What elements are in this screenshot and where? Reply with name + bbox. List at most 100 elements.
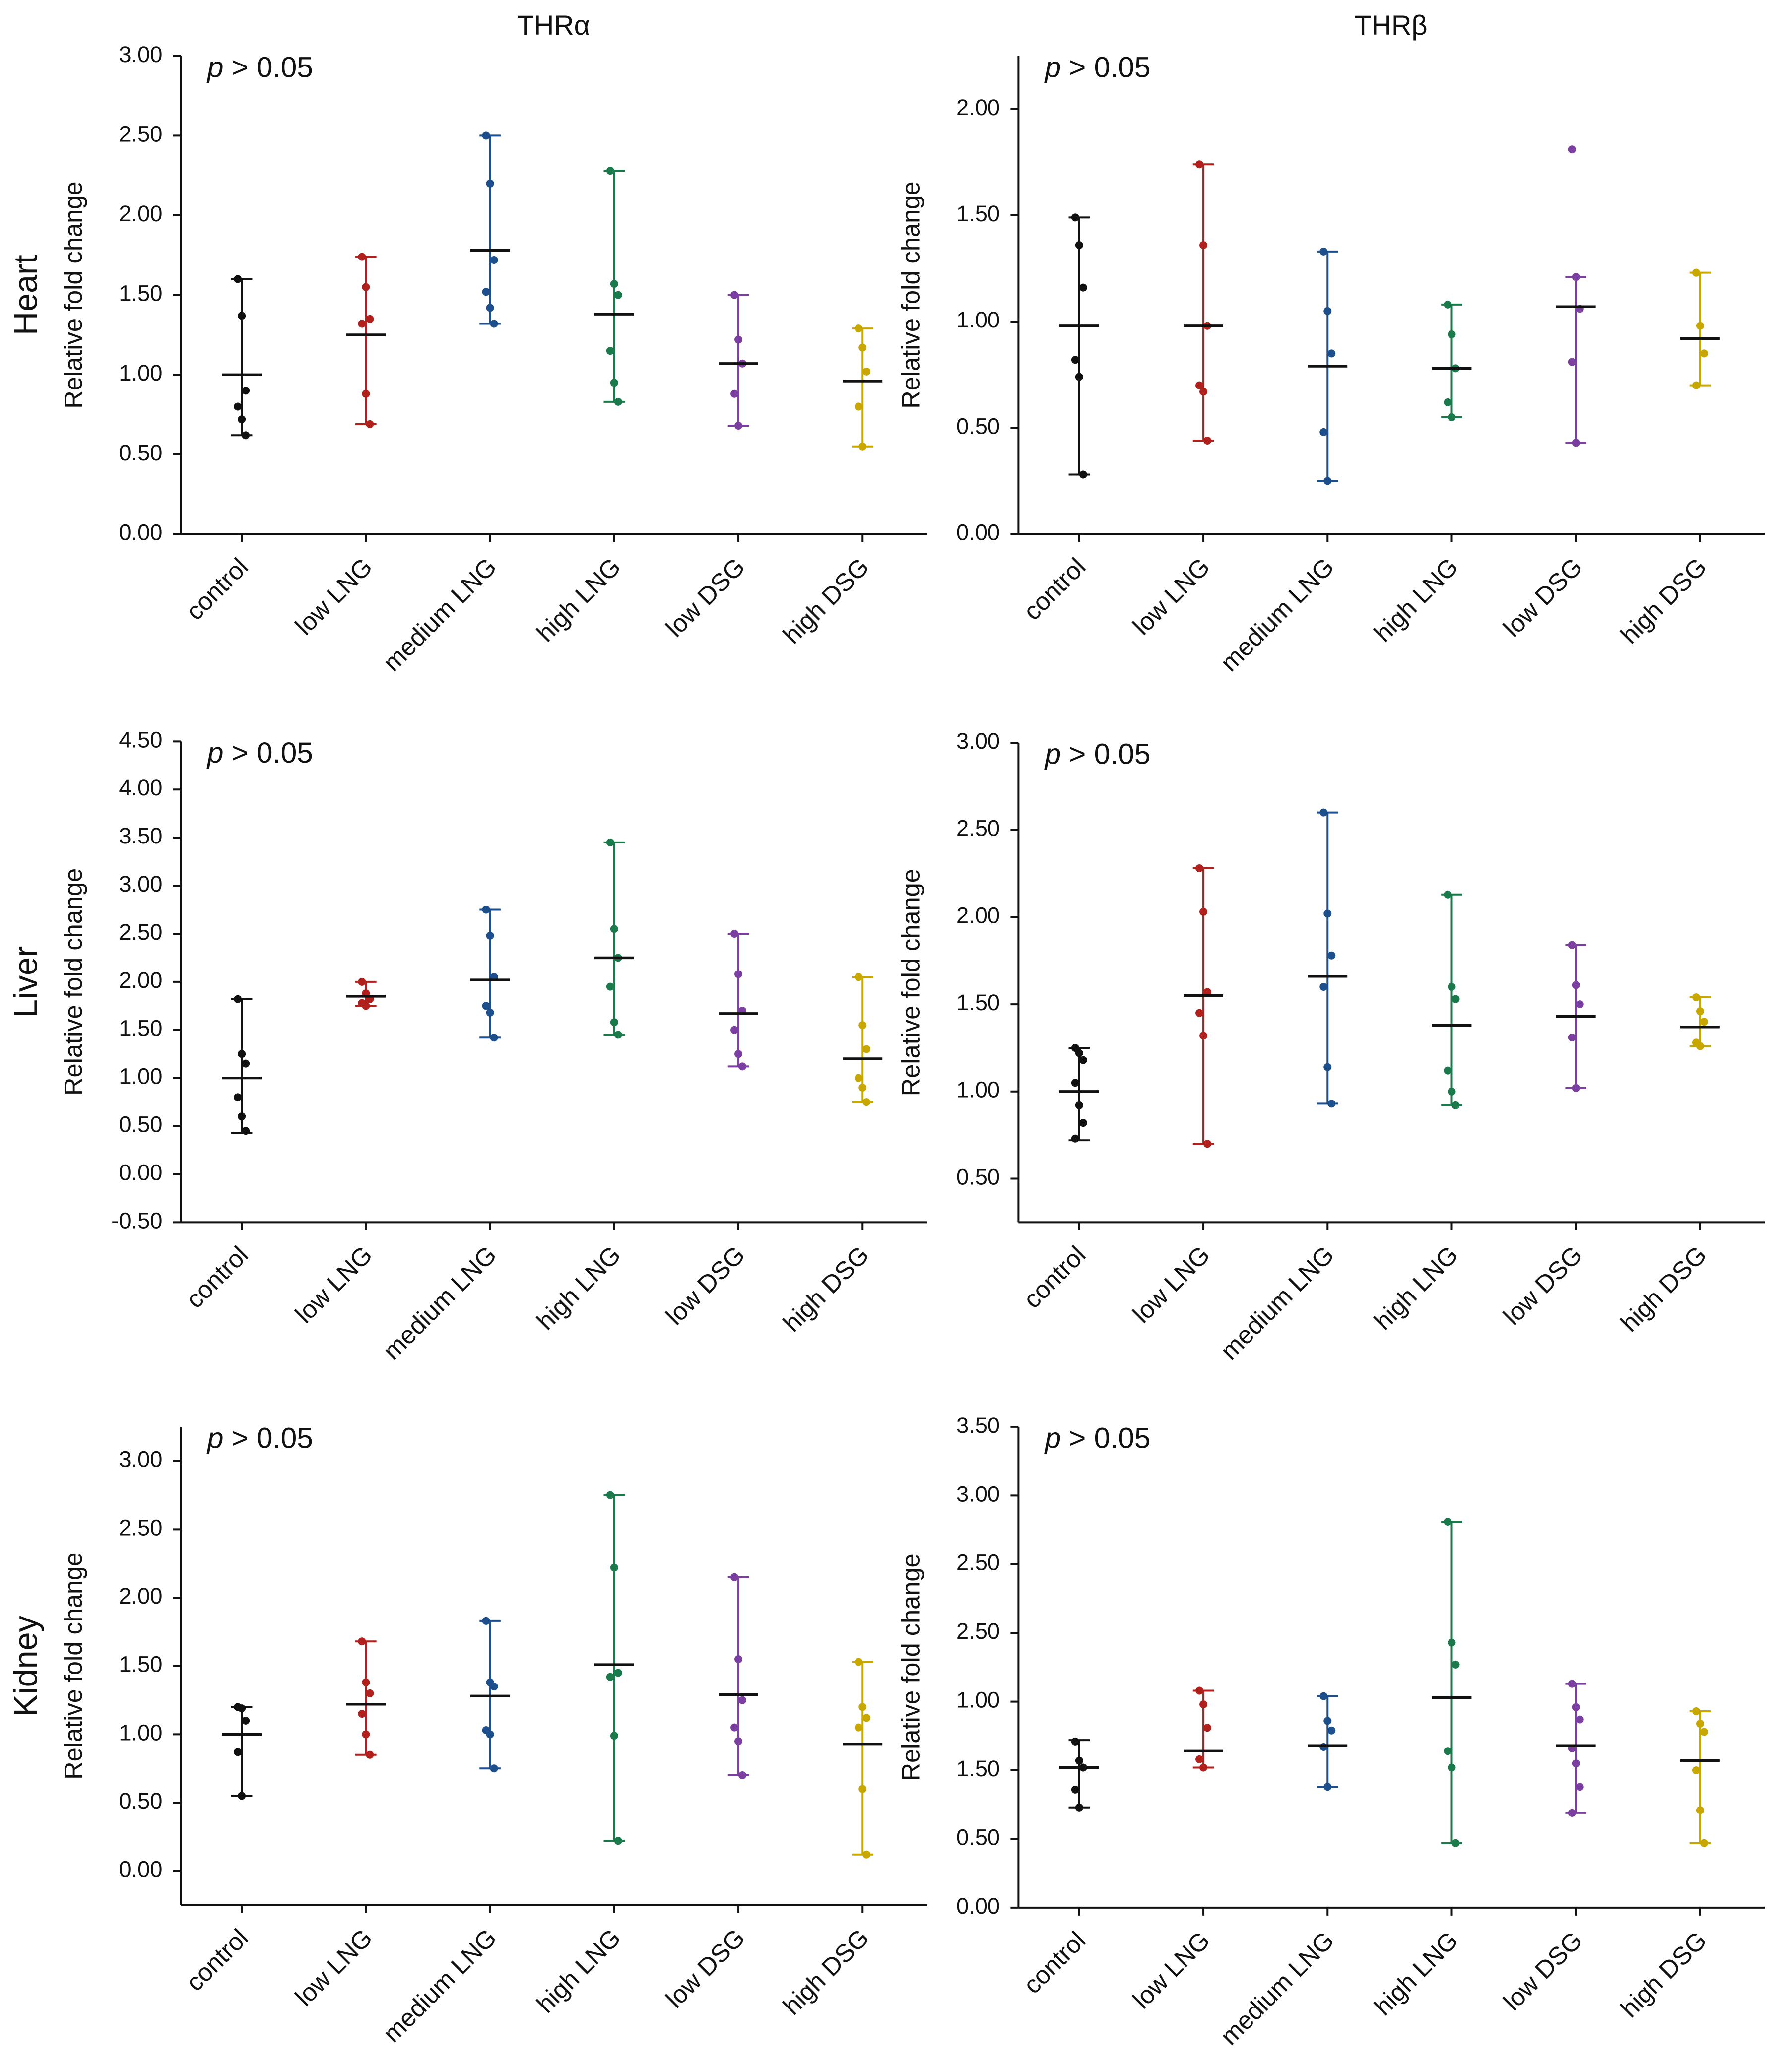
data-point — [1071, 1785, 1079, 1794]
y-tick-label: 1.00 — [119, 1720, 162, 1745]
y-tick-label: 2.50 — [119, 1515, 162, 1540]
data-point — [855, 402, 863, 411]
data-point — [1195, 1009, 1204, 1017]
data-point — [238, 312, 246, 320]
y-tick-label: 2.00 — [119, 968, 162, 993]
x-tick-label: low DSG — [660, 552, 750, 642]
y-tick-label: 0.00 — [119, 519, 162, 545]
data-point — [858, 442, 867, 451]
data-point — [855, 1658, 863, 1666]
data-point — [358, 977, 366, 986]
data-point — [1323, 1783, 1332, 1791]
data-point — [1195, 864, 1204, 873]
data-point — [730, 291, 739, 299]
x-tick-label: high LNG — [531, 552, 626, 647]
data-point — [1572, 1703, 1580, 1711]
annotation: p > 0.05 — [1044, 1423, 1151, 1455]
data-point — [1451, 1839, 1460, 1847]
x-tick-label: high DSG — [1615, 1926, 1712, 2023]
y-axis-label: Relative fold change — [59, 868, 87, 1096]
data-point — [862, 1045, 871, 1053]
data-point — [858, 1785, 867, 1793]
data-point — [1444, 300, 1452, 309]
y-tick-label: 0.00 — [119, 1160, 162, 1185]
y-tick-label: 1.50 — [119, 1652, 162, 1677]
y-tick-label: 3.00 — [956, 728, 1000, 754]
data-point — [1568, 1680, 1576, 1688]
y-tick-label: 2.50 — [956, 816, 1000, 841]
data-point — [362, 1678, 370, 1686]
data-point — [734, 1655, 743, 1663]
data-point — [234, 1748, 242, 1756]
data-point — [1448, 982, 1456, 991]
data-point — [1323, 1717, 1332, 1725]
data-point — [1075, 1049, 1083, 1057]
y-tick-label: 3.00 — [119, 1447, 162, 1472]
y-tick-label: 1.50 — [119, 281, 162, 306]
y-tick-label: 0.50 — [956, 1164, 1000, 1189]
data-point — [482, 906, 490, 914]
data-point — [358, 320, 366, 328]
annotation-symbol: p — [206, 51, 224, 83]
data-point — [490, 1764, 498, 1773]
x-tick-label: low DSG — [660, 1923, 750, 2013]
data-point — [358, 1710, 366, 1718]
y-axis-label: Relative fold change — [897, 182, 925, 409]
annotation: p > 0.05 — [1044, 51, 1151, 83]
data-point — [1203, 1724, 1212, 1732]
data-point — [1444, 1066, 1452, 1075]
data-point — [362, 283, 370, 291]
x-tick-label: control — [180, 1923, 254, 1997]
annotation-text: > 0.05 — [231, 737, 313, 769]
column-title: THRα — [517, 9, 590, 41]
y-tick-label: 1.00 — [956, 307, 1000, 332]
data-point — [1327, 349, 1336, 358]
y-tick-label: 0.00 — [956, 1893, 1000, 1919]
data-point — [486, 1008, 494, 1017]
data-point — [858, 1703, 867, 1711]
data-point — [862, 1714, 871, 1722]
data-point — [610, 379, 618, 387]
data-point — [1576, 1715, 1584, 1724]
data-point — [1576, 1783, 1584, 1791]
data-point — [610, 280, 618, 288]
data-point — [1199, 388, 1208, 396]
annotation-text: > 0.05 — [1069, 1423, 1150, 1455]
data-point — [1444, 890, 1452, 899]
x-tick-label: low LNG — [290, 1923, 378, 2011]
data-point — [858, 1084, 867, 1092]
data-point — [1319, 247, 1328, 256]
x-tick-label: medium LNG — [1215, 1240, 1339, 1365]
data-point — [358, 253, 366, 261]
data-point — [614, 291, 622, 299]
data-point — [1692, 1766, 1700, 1775]
y-tick-label: 0.50 — [119, 1111, 162, 1137]
data-point — [1572, 439, 1580, 447]
panel: 0.00 0.50 1.00 1.50 2.00 THRβ Relative fold ch… — [897, 9, 1765, 677]
y-tick-label: 3.50 — [956, 1413, 1000, 1438]
x-tick-label: high DSG — [1615, 1240, 1712, 1337]
data-point — [1075, 1101, 1083, 1109]
data-point — [1448, 330, 1456, 338]
x-tick-label: low LNG — [1127, 1240, 1215, 1328]
data-point — [1195, 1755, 1204, 1763]
y-tick-label: 2.00 — [956, 903, 1000, 928]
data-point — [730, 1723, 739, 1732]
data-point — [1071, 356, 1079, 364]
data-point — [1700, 1728, 1708, 1736]
data-point — [242, 1127, 250, 1135]
data-point — [1568, 1033, 1576, 1041]
data-point — [366, 315, 374, 323]
data-point — [734, 1050, 743, 1058]
data-point — [734, 1737, 743, 1746]
y-tick-label: 3.50 — [119, 823, 162, 848]
data-point — [730, 1573, 739, 1581]
x-tick-label: medium LNG — [377, 1923, 502, 2048]
data-point — [1319, 982, 1328, 991]
data-point — [610, 925, 618, 933]
y-tick-label: 0.00 — [119, 1857, 162, 1882]
data-point — [490, 1683, 498, 1691]
data-point — [1451, 995, 1460, 1003]
data-point — [606, 1491, 614, 1499]
x-tick-label: medium LNG — [377, 552, 502, 677]
